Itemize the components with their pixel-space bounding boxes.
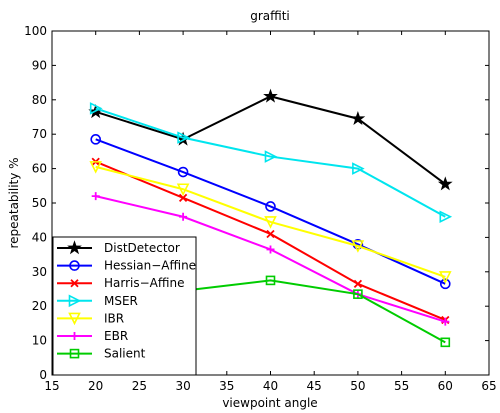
data-point bbox=[441, 317, 450, 326]
y-tick-label: 70 bbox=[32, 127, 47, 141]
data-point bbox=[89, 161, 102, 174]
x-tick-label: 30 bbox=[175, 379, 190, 393]
legend-label: Salient bbox=[104, 347, 146, 361]
legend-marker bbox=[69, 260, 80, 271]
series-5 bbox=[91, 192, 450, 326]
data-point bbox=[439, 210, 453, 224]
data-point bbox=[179, 212, 188, 221]
data-point bbox=[265, 201, 276, 212]
axes-layer: 15 20 25 30 35 40 45 50 55 60 65 0 10 20 30 40 50 60 70 80 9… bbox=[24, 24, 497, 393]
x-tick-label: 35 bbox=[219, 379, 234, 393]
data-point bbox=[91, 192, 100, 201]
legend-label: IBR bbox=[104, 311, 124, 325]
y-axis-label: repeatability % bbox=[7, 157, 21, 248]
data-point bbox=[439, 278, 451, 290]
legend-marker bbox=[68, 312, 81, 326]
legend-item: Harris−Affine bbox=[57, 276, 184, 290]
legend-item: Hessian−Affine bbox=[57, 259, 196, 273]
series-line bbox=[95, 138, 446, 285]
data-point bbox=[264, 216, 277, 229]
series-line bbox=[182, 279, 446, 344]
series-line bbox=[95, 107, 446, 218]
legend-label: EBR bbox=[104, 329, 128, 343]
x-axis-label: viewpoint angle bbox=[222, 396, 317, 410]
data-point bbox=[177, 166, 189, 178]
y-tick-label: 80 bbox=[32, 93, 47, 107]
data-point bbox=[440, 337, 451, 348]
series-2 bbox=[91, 157, 450, 325]
data-point bbox=[89, 102, 103, 115]
x-tick-label: 50 bbox=[350, 379, 365, 393]
legend-label: Harris−Affine bbox=[104, 276, 184, 290]
legend-item: IBR bbox=[57, 311, 124, 325]
data-point bbox=[266, 229, 275, 239]
data-point bbox=[265, 275, 276, 286]
data-point bbox=[351, 240, 365, 253]
data-point bbox=[90, 134, 101, 145]
x-tick-label: 40 bbox=[263, 379, 278, 393]
y-tick-label: 100 bbox=[24, 24, 47, 38]
legend-label: MSER bbox=[104, 294, 138, 308]
legend-label: DistDetector bbox=[104, 241, 180, 255]
y-tick-label: 90 bbox=[32, 58, 47, 72]
series-4 bbox=[89, 161, 452, 284]
data-point bbox=[263, 88, 278, 103]
x-tick-label: 20 bbox=[88, 379, 103, 393]
x-tick-label: 25 bbox=[132, 379, 147, 393]
y-tick-label: 20 bbox=[32, 299, 47, 313]
data-point bbox=[437, 176, 453, 191]
legend-marker bbox=[69, 348, 80, 359]
data-point bbox=[353, 289, 363, 299]
data-point bbox=[352, 162, 365, 175]
series-line bbox=[95, 165, 446, 278]
y-tick-label: 10 bbox=[32, 334, 47, 348]
legend-marker bbox=[67, 240, 82, 255]
x-tick-label: 65 bbox=[481, 379, 496, 393]
y-tick-label: 40 bbox=[32, 230, 47, 244]
series-layer bbox=[88, 88, 453, 348]
legend-item: Salient bbox=[57, 347, 146, 361]
legend-item: DistDetector bbox=[57, 240, 180, 255]
series-3 bbox=[89, 102, 453, 224]
y-tick-label: 0 bbox=[39, 368, 47, 382]
x-tick-label: 60 bbox=[438, 379, 453, 393]
data-point bbox=[176, 183, 190, 197]
x-tick-label: 55 bbox=[394, 379, 409, 393]
data-point bbox=[177, 131, 190, 144]
legend-label: Hessian−Affine bbox=[104, 259, 196, 273]
chart-title: graffiti bbox=[250, 9, 290, 23]
legend-box bbox=[52, 236, 197, 376]
legend: DistDetector Hessian−Affine Harris−Affine M… bbox=[52, 236, 197, 376]
legend-item: MSER bbox=[57, 294, 138, 308]
data-point bbox=[264, 150, 278, 163]
data-point bbox=[439, 271, 452, 284]
data-point bbox=[350, 111, 366, 125]
y-tick-label: 50 bbox=[32, 196, 47, 210]
data-point bbox=[178, 193, 188, 202]
x-tick-label: 15 bbox=[44, 379, 59, 393]
y-tick-label: 60 bbox=[32, 162, 47, 176]
x-tick-label: 45 bbox=[307, 379, 322, 393]
data-point bbox=[353, 279, 363, 288]
legend-item: EBR bbox=[57, 329, 128, 343]
data-point bbox=[266, 245, 275, 254]
legend-marker bbox=[70, 279, 79, 288]
y-tick-label: 30 bbox=[32, 265, 47, 279]
legend-marker bbox=[70, 332, 79, 340]
legend-marker bbox=[68, 294, 82, 308]
